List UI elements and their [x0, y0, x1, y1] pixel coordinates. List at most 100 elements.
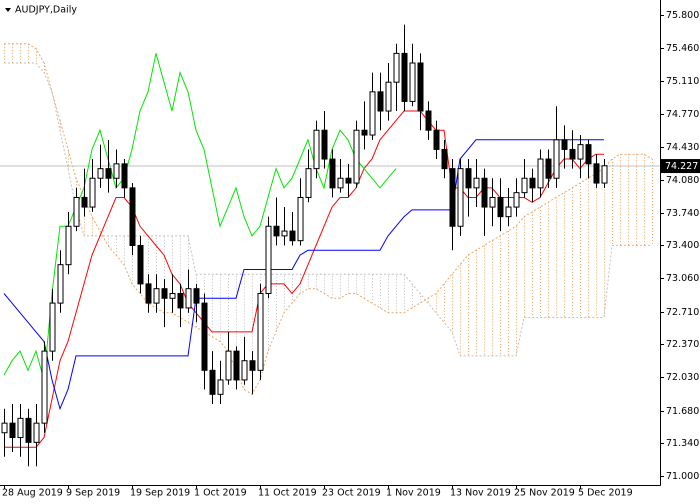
y-tick-label: 71.680 [666, 406, 699, 417]
candle-body [17, 417, 24, 439]
candle-body [177, 292, 184, 309]
candle-body [409, 62, 416, 102]
candle-body [289, 230, 296, 242]
y-tick-label: 72.710 [666, 307, 699, 318]
y-tick-label: 73.400 [666, 240, 699, 251]
candle-body [369, 91, 376, 136]
x-tick-label: 25 Nov 2019 [514, 488, 575, 499]
indicator-line [3, 53, 397, 381]
candle-body [273, 225, 280, 237]
candle-body [385, 81, 392, 112]
candle-body [337, 177, 344, 189]
y-tick-label: 75.110 [666, 76, 699, 87]
candle-body [433, 129, 440, 150]
candle-body [241, 360, 248, 381]
candle-body [513, 192, 520, 208]
candle-body [305, 168, 312, 198]
indicator-line [4, 110, 604, 448]
candle-body [121, 163, 128, 189]
chart-title: AUDJPY,Daily [15, 5, 77, 16]
x-tick-label: 1 Oct 2019 [194, 488, 247, 499]
candle-body [601, 165, 608, 184]
candle-body [465, 168, 472, 189]
candle-body [585, 144, 592, 165]
candle-body [537, 158, 544, 189]
indicator-line [3, 139, 604, 411]
y-tick-label: 74.080 [666, 175, 699, 186]
candle-body [361, 129, 368, 136]
candle-body [441, 148, 448, 170]
candle-body [393, 52, 400, 83]
candle-body [1, 422, 8, 434]
candle-body [257, 292, 264, 371]
candle-body [417, 62, 424, 112]
candle-body [345, 177, 352, 184]
y-tick-label: 74.430 [666, 142, 699, 153]
candle-body [233, 350, 240, 381]
candle-body [529, 177, 536, 189]
candle-body [41, 350, 48, 424]
x-tick-label: 9 Sep 2019 [66, 488, 120, 499]
candle-body [449, 168, 456, 227]
candle-body [81, 196, 88, 208]
candle-body [473, 177, 480, 189]
candle-body [377, 91, 384, 112]
candle-body [201, 302, 208, 371]
candle-body [225, 350, 232, 381]
candle-body [457, 168, 464, 227]
x-tick-label: 13 Nov 2019 [450, 488, 511, 499]
candle-body [497, 196, 504, 218]
menu-triangle[interactable] [5, 8, 11, 12]
candle-body [553, 139, 560, 179]
candle-body [265, 225, 272, 294]
candle-body [153, 288, 160, 304]
candle-body [25, 417, 32, 443]
candle-body [145, 283, 152, 304]
candle-body [321, 129, 328, 160]
candle-body [521, 177, 528, 194]
last-price-label: 74.227 [665, 161, 698, 172]
candle-body [577, 144, 584, 160]
x-tick-label: 28 Aug 2019 [2, 488, 63, 499]
y-tick-label: 71.000 [666, 471, 699, 482]
y-tick-label: 75.460 [666, 43, 699, 54]
candle-body [297, 196, 304, 242]
candle-body [113, 163, 120, 179]
candle-body [209, 369, 216, 395]
candle-body [249, 360, 256, 371]
candle-body [489, 196, 496, 208]
y-tick-label: 73.740 [666, 208, 699, 219]
candle-body [185, 288, 192, 309]
candle-body [569, 148, 576, 160]
candle-body [481, 177, 488, 208]
span-b-line [4, 62, 652, 357]
candle-body [313, 129, 320, 170]
x-tick-label: 23 Oct 2019 [322, 488, 381, 499]
candle-body [593, 163, 600, 184]
candle-body [425, 110, 432, 131]
candle-body [169, 292, 176, 299]
candle-body [65, 225, 72, 266]
candle-body [33, 422, 40, 443]
x-tick-label: 11 Oct 2019 [258, 488, 317, 499]
candle-body [193, 288, 200, 304]
y-tick-label: 72.030 [666, 372, 699, 383]
candle-body [105, 168, 112, 179]
candle-body [329, 158, 336, 189]
candle-body [161, 288, 168, 299]
candle-body [97, 168, 104, 179]
candle-body [129, 187, 136, 246]
x-tick-label: 1 Nov 2019 [386, 488, 441, 499]
candle-body [73, 196, 80, 227]
plot [0, 24, 660, 467]
candle-body [353, 129, 360, 184]
span-a-line [4, 43, 653, 395]
y-tick-label: 72.370 [666, 339, 699, 350]
y-tick-label: 75.800 [666, 10, 699, 21]
y-tick-label: 73.060 [666, 273, 699, 284]
candle-body [49, 302, 56, 352]
x-tick-label: 5 Dec 2019 [578, 488, 633, 499]
candle-body [561, 139, 568, 150]
candle-body [217, 379, 224, 395]
